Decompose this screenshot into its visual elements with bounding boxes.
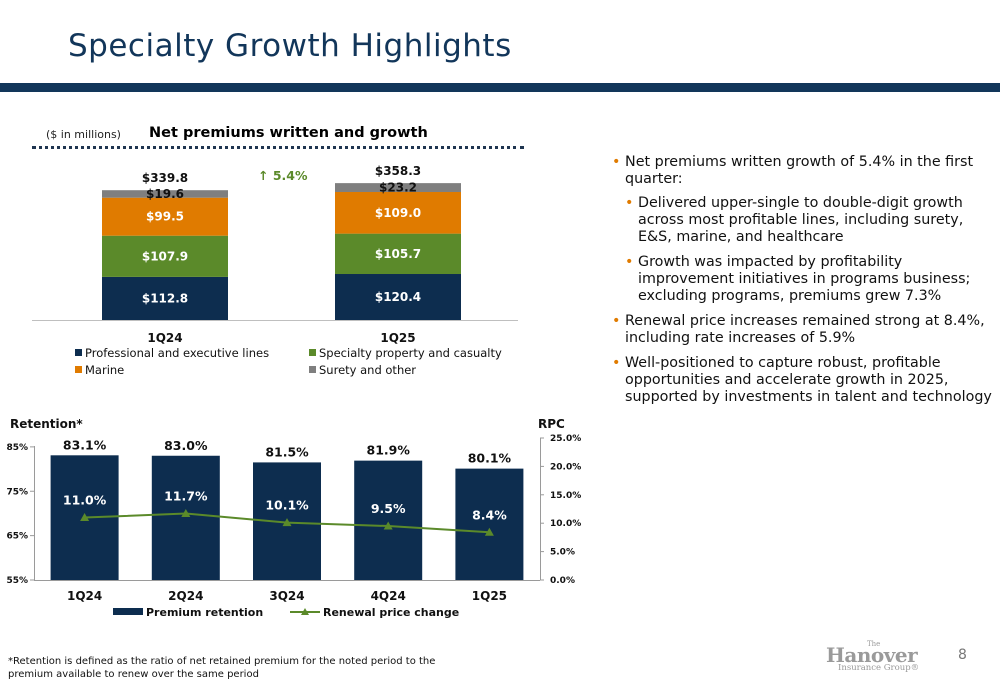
x-tick-label: 1Q24 [67, 589, 102, 603]
rpc-label: 11.7% [164, 489, 208, 504]
retention-label: 81.5% [265, 444, 309, 459]
rpc-label: 10.1% [265, 498, 309, 513]
logo-sub: Insurance Group® [838, 663, 920, 673]
data-label: $105.7 [375, 247, 421, 261]
y-right-tick-label: 10.0% [550, 519, 581, 529]
rpc-marker [383, 521, 393, 530]
bar-segment [335, 191, 461, 234]
highlights-bullets: Net premiums written growth of 5.4% in t… [612, 154, 997, 414]
bullet-item: Renewal price increases remained strong … [612, 313, 997, 347]
x-tick-label: 1Q24 [147, 331, 182, 345]
x-tick-label: 3Q24 [269, 589, 304, 603]
data-label: $99.5 [146, 210, 184, 224]
bar-segment [102, 190, 228, 198]
legend-swatch [309, 366, 316, 373]
legend-label: Surety and other [319, 363, 416, 377]
total-label: $358.3 [375, 164, 421, 178]
rpc-marker [282, 518, 292, 527]
y-right-tick-label: 0.0% [550, 576, 575, 586]
bar-segment [335, 183, 461, 192]
data-label: $107.9 [142, 249, 188, 263]
hanover-logo: The Hanover Insurance Group® [826, 640, 926, 673]
legend-label: Renewal price change [323, 606, 459, 619]
logo-the: The [867, 640, 881, 648]
legend-label: Specialty property and casualty [319, 346, 502, 360]
slide-title: Specialty Growth Highlights [68, 28, 512, 64]
sub-bullet-item: Delivered upper-single to double-digit g… [625, 195, 997, 246]
bullet-item: Well-positioned to capture robust, profi… [612, 355, 997, 406]
logo-name: Hanover [826, 643, 918, 667]
rpc-marker [484, 527, 494, 536]
chart1-title: Net premiums written and growth [149, 125, 428, 141]
dotted-divider [32, 146, 524, 149]
legend-swatch [75, 349, 82, 356]
rpc-marker [181, 509, 191, 518]
data-label: $120.4 [375, 290, 421, 304]
x-tick-label: 1Q25 [472, 589, 507, 603]
rpc-marker [80, 513, 90, 522]
legend-label: Professional and executive lines [85, 346, 269, 360]
retention-label: 80.1% [468, 451, 512, 466]
rpc-label: 11.0% [63, 493, 107, 508]
growth-annotation: ↑ 5.4% [258, 168, 308, 183]
bar-segment [335, 274, 461, 320]
data-label: $23.2 [379, 181, 417, 195]
bullet-item: Net premiums written growth of 5.4% in t… [612, 154, 997, 305]
bar-segment [102, 276, 228, 320]
sub-bullet-item: Growth was impacted by profitability imp… [625, 254, 997, 305]
units-note: ($ in millions) [46, 128, 121, 141]
y-left-tick-label: 75% [6, 487, 28, 497]
retention-bar [151, 455, 220, 580]
rpc-label: 9.5% [371, 501, 406, 516]
y-right-axis-title: RPC [538, 417, 565, 431]
legend-swatch [309, 349, 316, 356]
x-tick-label: 2Q24 [168, 589, 203, 603]
bar-segment [102, 197, 228, 236]
legend-label: Premium retention [146, 606, 263, 619]
retention-label: 83.0% [164, 438, 208, 453]
y-left-tick-label: 55% [6, 576, 28, 586]
y-right-tick-label: 5.0% [550, 548, 575, 558]
y-right-tick-label: 25.0% [550, 434, 581, 444]
bar-segment [102, 235, 228, 277]
y-left-tick-label: 65% [6, 532, 28, 542]
bar-segment [335, 233, 461, 275]
data-label: $19.6 [146, 187, 184, 201]
x-tick-label: 4Q24 [371, 589, 406, 603]
data-label: $109.0 [375, 206, 421, 220]
y-left-axis-title: Retention* [10, 417, 83, 431]
total-label: $339.8 [142, 171, 188, 185]
retention-label: 83.1% [63, 437, 107, 452]
retention-bar [455, 468, 524, 580]
legend-swatch [75, 366, 82, 373]
y-right-tick-label: 20.0% [550, 462, 581, 472]
retention-bar [354, 460, 423, 580]
legend-label: Marine [85, 363, 124, 377]
y-right-tick-label: 15.0% [550, 491, 581, 501]
rpc-label: 8.4% [472, 507, 507, 522]
data-label: $112.8 [142, 291, 188, 305]
legend-marker [301, 608, 309, 615]
y-left-tick-label: 85% [6, 443, 28, 453]
page-number: 8 [958, 647, 967, 663]
retention-label: 81.9% [367, 443, 411, 458]
title-divider-bar [0, 83, 1000, 92]
x-tick-label: 1Q25 [380, 331, 415, 345]
legend-swatch [113, 608, 143, 615]
footnote: *Retention is defined as the ratio of ne… [8, 656, 436, 680]
